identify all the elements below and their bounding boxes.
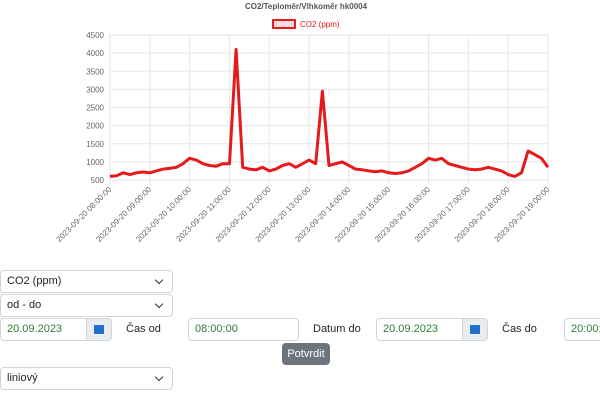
time-to[interactable]: 20:00:00 [564, 318, 600, 341]
date-to-value: 20.09.2023 [383, 323, 439, 335]
y-tick-label: 3500 [86, 67, 104, 76]
calendar-icon[interactable] [462, 319, 487, 340]
chart-type-select[interactable]: liniový [0, 367, 173, 390]
submit-button[interactable]: Potvrdit [282, 343, 330, 365]
y-tick-label: 4500 [86, 31, 104, 40]
y-tick-label: 3000 [86, 85, 104, 94]
y-tick-label: 2000 [86, 122, 104, 131]
date-from-value: 20.09.2023 [7, 323, 63, 335]
legend-swatch[interactable] [272, 19, 296, 29]
date-to-label: Datum do [313, 323, 361, 335]
range-select[interactable]: od - do [0, 294, 173, 317]
time-from-label: Čas od [126, 323, 161, 335]
date-to[interactable]: 20.09.2023 [376, 318, 488, 341]
y-tick-label: 4000 [86, 49, 104, 58]
y-tick-label: 1500 [86, 140, 104, 149]
chart-title: CO2/Teploměr/Vlhkoměr hk0004 [245, 2, 368, 11]
y-tick-label: 1000 [86, 158, 104, 167]
calendar-icon[interactable] [86, 319, 111, 340]
data-line [109, 48, 550, 178]
y-tick-label: 500 [91, 176, 105, 185]
y-tick-label: 2500 [86, 104, 104, 113]
date-from[interactable]: 20.09.2023 [0, 318, 112, 341]
sensor-select[interactable]: CO2 (ppm) [0, 270, 173, 293]
time-to-label: Čas do [502, 323, 537, 335]
legend-label[interactable]: CO2 (ppm) [300, 20, 340, 29]
time-from[interactable]: 08:00:00 [188, 318, 299, 341]
chart: CO2/Teploměr/Vlhkoměr hk0004 CO2 (ppm) 5… [55, 2, 552, 244]
